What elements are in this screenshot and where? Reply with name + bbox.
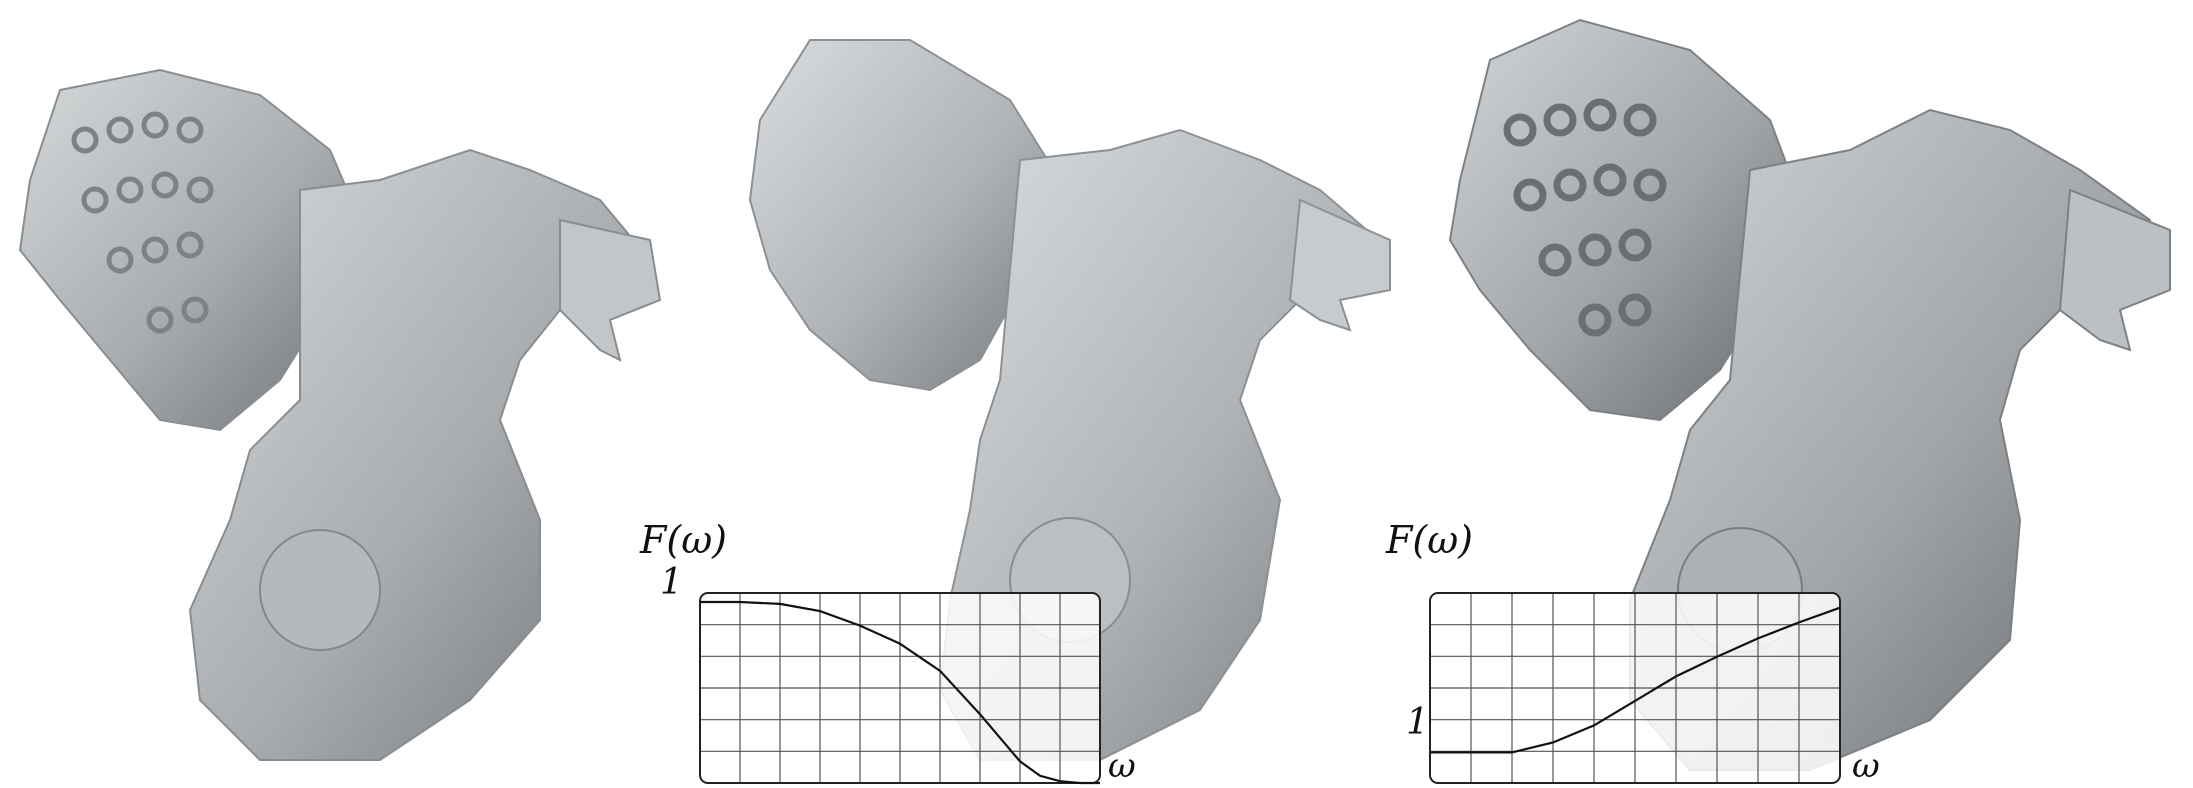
filter-plot-smoothing: F(ω) 1 ω [620, 510, 1140, 788]
x-axis-label: ω [1108, 746, 1136, 786]
filter-plot-enhancement: F(ω) 1 ω [1360, 510, 1920, 788]
plot-frame [1429, 592, 1841, 784]
filter-plot-enhancement-svg [1429, 592, 1841, 784]
y-tick-label: 1 [1406, 702, 1429, 743]
gargoyle-original-panel [0, 0, 690, 788]
y-tick-label: 1 [660, 562, 683, 603]
x-axis-label: ω [1852, 746, 1880, 786]
gargoyle-original-image [18, 68, 662, 761]
y-axis-label: F(ω) [1386, 518, 1474, 562]
plot-frame [699, 592, 1101, 784]
filter-response-line [700, 600, 1100, 785]
y-axis-label: F(ω) [640, 518, 728, 562]
filter-response-line [1430, 606, 1841, 754]
filter-plot-smoothing-svg [699, 592, 1101, 785]
